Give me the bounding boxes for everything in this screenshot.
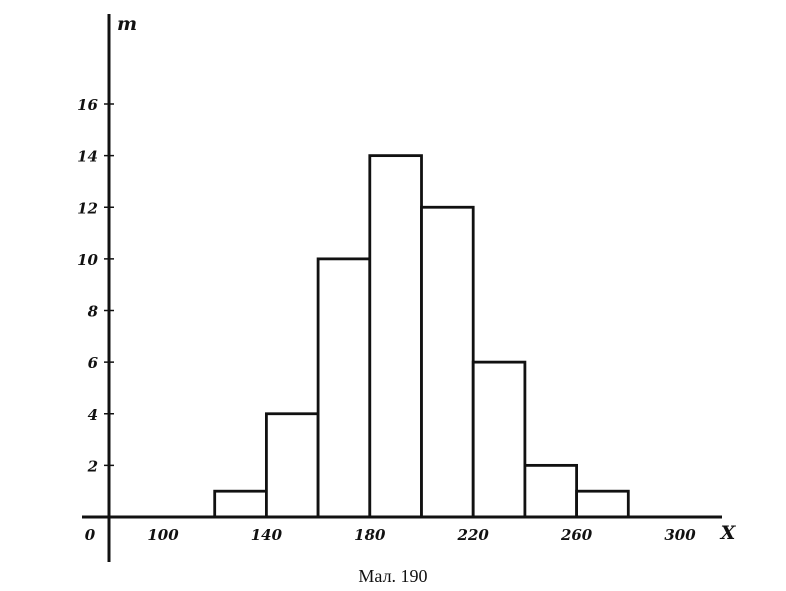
- x-tick-labels: 100 140 180 220 260 300: [147, 526, 696, 544]
- histogram-bar-6: [471, 360, 527, 519]
- origin-label: 0: [85, 526, 96, 544]
- y-tick-label-12: 12: [77, 199, 98, 217]
- x-tick-label-140: 140: [251, 526, 283, 544]
- histogram-bar-3: [316, 257, 372, 519]
- x-tick-label-100: 100: [147, 526, 179, 544]
- histogram-bars: [213, 154, 630, 519]
- histogram-bar-8: [575, 489, 630, 519]
- y-tick-label-16: 16: [77, 96, 98, 114]
- figure-caption: Мал. 190: [358, 566, 428, 586]
- y-tick-label-8: 8: [88, 303, 99, 321]
- y-tick-label-4: 4: [88, 406, 98, 424]
- x-tick-label-260: 260: [560, 526, 593, 544]
- y-tick-label-6: 6: [88, 354, 99, 372]
- y-axis-label: m: [117, 13, 137, 35]
- y-tick-label-2: 2: [87, 457, 98, 475]
- y-tick-label-14: 14: [77, 148, 98, 166]
- histogram-bar-5: [420, 205, 475, 519]
- y-tick-labels: 2 4 6 8 10 12 14 16: [77, 96, 114, 475]
- histogram-bar-1: [213, 489, 268, 519]
- y-tick-label-10: 10: [77, 251, 98, 269]
- x-tick-label-220: 220: [457, 526, 490, 544]
- histogram-bar-2: [264, 412, 320, 519]
- x-tick-label-180: 180: [354, 526, 386, 544]
- histogram-bar-7: [523, 463, 579, 519]
- x-axis-label: X: [720, 522, 737, 544]
- x-tick-label-300: 300: [664, 526, 696, 544]
- histogram-bar-4: [368, 154, 423, 519]
